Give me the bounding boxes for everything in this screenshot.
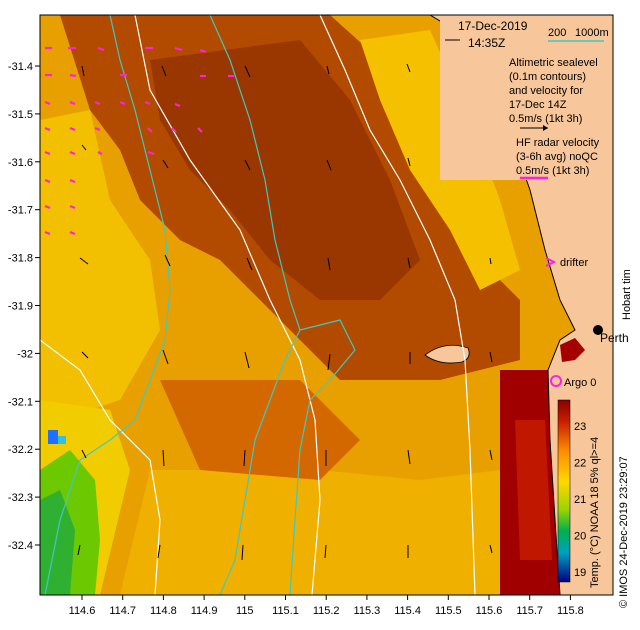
drifter-icon: [545, 257, 557, 267]
y-tick-label: -32.2: [8, 444, 33, 456]
altimetric-velocity-arrows: [77, 63, 493, 561]
arrowhead-icon: [543, 125, 548, 131]
y-tick-label: -31.8: [8, 253, 33, 265]
x-tick-label: 115.2: [313, 605, 340, 617]
sst-coastal-hot-core: [515, 420, 552, 560]
y-tick-label: -32.4: [8, 540, 33, 552]
y-tick-label: -31.9: [8, 301, 33, 313]
y-tick-label: -32.3: [8, 492, 33, 504]
y-axis: -31.4 -31.5 -31.6 -31.7 -31.8 -31.9 -32 -32.1 -3…: [8, 61, 40, 552]
y-tick-label: -31.7: [8, 205, 33, 217]
sst-warm-yellow-west: [40, 110, 160, 420]
y-tick-label: -32.1: [8, 396, 33, 408]
imos-credit: © IMOS 24-Dec-2019 23:29:07: [618, 456, 630, 608]
city-label-perth: Perth: [600, 331, 629, 345]
hobart-time-label: Hobart tim: [621, 269, 633, 320]
altimetric-legend-line-3: and velocity for: [509, 85, 583, 97]
sealevel-contour: [319, 15, 476, 595]
altimetric-scale-label: 0.5m/s (1kt 3h): [509, 113, 582, 125]
hf-legend-line-2: (3-6h avg) noQC: [516, 151, 598, 163]
depth-200-label: 200: [548, 27, 566, 39]
bathymetry-contour-1000m: [44, 15, 171, 595]
colorbar-tick-label: 23: [574, 421, 586, 433]
bathymetry-contour-200m: [289, 319, 356, 595]
hf-legend-line-1: HF radar velocity: [516, 137, 600, 149]
altimetric-legend-line-1: Altimetric sealevel: [509, 57, 598, 69]
swan-estuary: [560, 338, 585, 362]
x-tick-label: 115.1: [272, 605, 299, 617]
x-tick-label: 115.3: [354, 605, 381, 617]
x-tick-label: 114.7: [109, 605, 136, 617]
colorbar-ticks: 23 22 21 20 19: [574, 421, 586, 579]
depth-1000-label: 1000m: [575, 27, 609, 39]
x-tick-label: 115.7: [516, 605, 543, 617]
hf-radar-arrows: [44, 46, 234, 236]
x-tick-label: 115.5: [435, 605, 462, 617]
map-time: 14:35Z: [468, 36, 505, 50]
colorbar: [557, 399, 571, 583]
x-axis: 114.6 114.7 114.8 114.9 115 115.1 115.2 115.3 11…: [69, 595, 584, 617]
x-tick-label: 115.6: [476, 605, 503, 617]
colorbar-label: Temp. (°C) NOAA 18 5% ql>=4: [589, 437, 601, 588]
drifter-label: drifter: [560, 257, 588, 269]
x-tick-label: 114.9: [191, 605, 218, 617]
x-tick-label: 115: [236, 605, 254, 617]
sealevel-contour: [134, 15, 321, 595]
map-date: 17-Dec-2019: [458, 19, 528, 33]
altimetric-legend-line-4: 17-Dec 14Z: [509, 99, 567, 111]
rottnest-island: [424, 344, 470, 364]
sealevel-contour: [40, 339, 161, 595]
sst-cool-green-core: [40, 490, 75, 595]
colorbar-tick-label: 19: [574, 567, 586, 579]
sst-cold-pixel: [48, 430, 58, 444]
x-tick-label: 114.6: [69, 605, 96, 617]
sst-warm-core: [150, 40, 420, 300]
colorbar-tick-label: 22: [574, 458, 586, 470]
sst-south-field: [120, 470, 520, 595]
y-tick-label: -31.6: [8, 157, 33, 169]
sst-cold-pixel: [58, 436, 66, 444]
x-tick-label: 115.4: [394, 605, 421, 617]
sst-central-orange: [160, 380, 360, 480]
y-tick-label: -31.5: [8, 109, 33, 121]
legend-panel: [440, 15, 613, 180]
perth-marker: [593, 325, 603, 335]
y-tick-label: -31.4: [8, 61, 33, 73]
y-tick-label: -32: [17, 348, 33, 360]
colorbar-tick-label: 21: [574, 494, 586, 506]
x-tick-label: 115.8: [557, 605, 584, 617]
argo-marker: [550, 375, 562, 387]
colorbar-tick-label: 20: [574, 531, 586, 543]
hf-scale-label: 0.5m/s (1kt 3h): [516, 165, 589, 177]
argo-label: Argo 0: [564, 377, 596, 389]
altimetric-legend-line-2: (0.1m contours): [509, 71, 586, 83]
x-tick-label: 114.8: [150, 605, 177, 617]
